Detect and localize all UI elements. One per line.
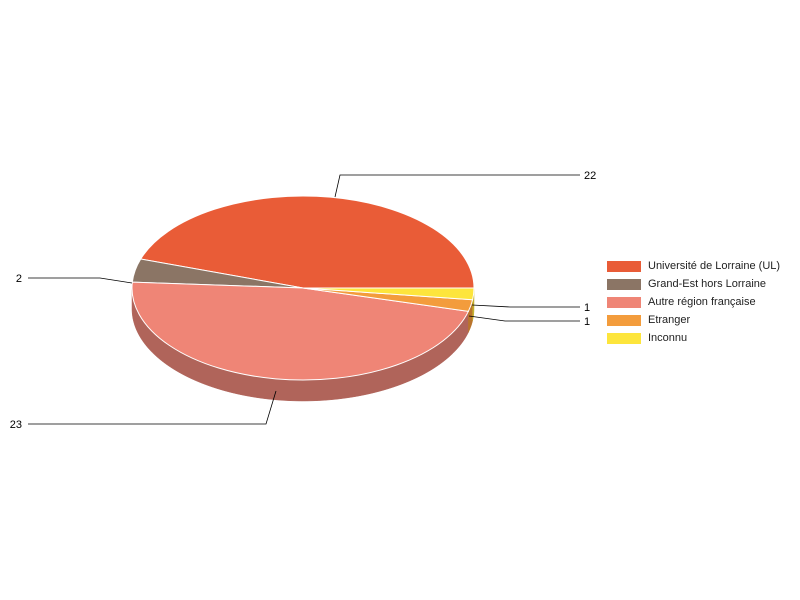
legend-swatch	[607, 260, 641, 272]
leader-line	[28, 390, 277, 425]
data-label: 1	[584, 316, 590, 328]
legend-label: Autre région française	[648, 296, 756, 308]
pie-slice[interactable]	[139, 195, 475, 289]
legend-swatch	[607, 314, 641, 326]
legend-label: Université de Lorraine (UL)	[648, 260, 781, 272]
legend-item[interactable]: Inconnu	[607, 329, 780, 347]
legend-item[interactable]: Etranger	[607, 311, 780, 329]
leader-line	[334, 174, 580, 198]
legend-item[interactable]: Grand-Est hors Lorraine	[607, 275, 780, 293]
data-label: 2	[16, 273, 22, 285]
legend-label: Grand-Est hors Lorraine	[648, 278, 766, 290]
leader-line	[471, 304, 580, 308]
legend-label: Inconnu	[648, 332, 688, 344]
data-label: 22	[584, 170, 596, 182]
legend-swatch	[607, 278, 641, 290]
pie-slice[interactable]	[131, 281, 470, 381]
legend-item[interactable]: Autre région française	[607, 293, 780, 311]
legend: Université de Lorraine (UL) Grand-Est ho…	[607, 257, 780, 347]
leader-line	[28, 277, 133, 284]
legend-item[interactable]: Université de Lorraine (UL)	[607, 257, 780, 275]
leader-line	[468, 315, 580, 322]
data-label: 23	[10, 419, 22, 431]
legend-swatch	[607, 296, 641, 308]
pie-slice[interactable]	[302, 287, 475, 301]
legend-swatch	[607, 332, 641, 344]
data-label: 1	[584, 302, 590, 314]
legend-label: Etranger	[648, 314, 691, 326]
